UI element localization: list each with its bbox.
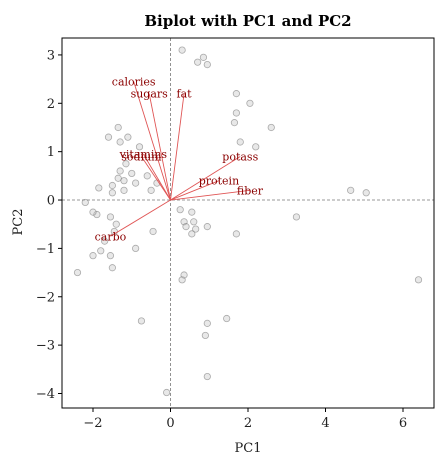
- y-tick-label-1: −3: [36, 339, 55, 354]
- data-point-16: [122, 160, 130, 168]
- y-tick-label-7: 3: [47, 48, 55, 63]
- y-tick-label-4: 0: [47, 194, 55, 209]
- data-point-20: [128, 169, 136, 178]
- data-point-25: [108, 189, 116, 197]
- loading-vector-vitamins: [142, 153, 171, 201]
- data-point-13: [116, 138, 124, 146]
- data-point-15: [135, 143, 144, 151]
- loading-label-sugars: sugars: [131, 88, 169, 101]
- data-point-46: [190, 218, 198, 226]
- loading-label-sodium: sodium: [121, 150, 162, 163]
- data-point-6: [232, 109, 240, 117]
- y-tick-label-0: −4: [36, 387, 55, 402]
- data-point-62: [203, 372, 211, 381]
- x-tick-label-1: 0: [166, 416, 174, 431]
- data-point-8: [267, 123, 275, 132]
- data-point-22: [143, 172, 151, 180]
- data-point-14: [124, 133, 132, 141]
- data-point-59: [223, 314, 231, 323]
- loading-vector-potass: [170, 156, 241, 201]
- loading-label-calories: calories: [112, 76, 156, 89]
- data-point-43: [176, 206, 184, 214]
- x-tick-label-0: −2: [83, 416, 102, 431]
- loading-label-vitamins: vitamins: [119, 148, 168, 161]
- data-point-37: [89, 252, 97, 260]
- loading-label-fat: fat: [177, 88, 193, 101]
- loading-label-fiber: fiber: [237, 184, 264, 197]
- data-point-42: [149, 227, 157, 236]
- loading-vector-calories: [133, 81, 171, 201]
- data-point-11: [114, 123, 122, 132]
- loading-vector-protein: [170, 180, 220, 201]
- data-point-50: [203, 223, 211, 231]
- data-point-47: [182, 223, 190, 231]
- data-point-58: [137, 317, 146, 325]
- data-point-57: [180, 271, 188, 279]
- data-point-0: [178, 46, 186, 54]
- x-tick-label-2: 2: [244, 416, 252, 431]
- data-point-44: [188, 208, 196, 216]
- data-point-23: [108, 181, 116, 190]
- loading-vector-fat: [170, 93, 185, 201]
- x-tick-label-4: 6: [399, 416, 407, 431]
- data-point-2: [199, 53, 208, 61]
- data-point-19: [120, 177, 128, 185]
- loading-vector-carbo: [110, 199, 171, 237]
- data-point-35: [101, 237, 109, 245]
- data-point-53: [347, 186, 355, 194]
- loading-vector-sodium: [141, 156, 171, 201]
- loading-vector-sugars: [148, 93, 171, 201]
- data-point-5: [246, 99, 254, 107]
- data-point-49: [188, 230, 196, 238]
- chart-title: Biplot with PC1 and PC2: [144, 12, 351, 30]
- data-point-3: [203, 61, 211, 69]
- data-point-27: [147, 186, 155, 194]
- data-point-24: [95, 184, 103, 192]
- data-point-10: [252, 143, 260, 151]
- data-point-31: [89, 208, 97, 216]
- y-tick-label-5: 1: [47, 145, 55, 160]
- data-point-41: [132, 244, 140, 252]
- data-point-17: [116, 167, 124, 175]
- data-point-48: [192, 225, 200, 233]
- data-point-52: [292, 213, 301, 221]
- data-point-26: [120, 186, 128, 194]
- data-point-38: [106, 252, 115, 260]
- loading-label-carbo: carbo: [95, 230, 127, 243]
- data-point-1: [194, 58, 202, 66]
- loading-label-potass: potass: [222, 150, 258, 163]
- x-tick-label-3: 4: [321, 416, 329, 431]
- loading-vector-fiber: [170, 189, 250, 201]
- loading-label-protein: protein: [199, 175, 239, 188]
- y-tick-label-6: 2: [47, 97, 55, 112]
- data-point-61: [201, 331, 209, 340]
- data-point-7: [230, 119, 239, 127]
- data-point-29: [81, 198, 89, 207]
- data-point-36: [97, 247, 105, 255]
- data-point-39: [108, 264, 116, 272]
- data-point-33: [112, 220, 120, 228]
- data-point-32: [106, 213, 115, 221]
- y-tick-label-2: −2: [36, 290, 55, 305]
- data-point-55: [414, 276, 423, 284]
- data-point-40: [73, 268, 82, 277]
- y-tick-label-3: −1: [36, 242, 55, 257]
- data-point-12: [104, 133, 113, 141]
- x-axis-label: PC1: [235, 441, 262, 456]
- data-point-30: [93, 210, 101, 219]
- data-point-21: [132, 179, 140, 187]
- data-point-51: [232, 230, 240, 238]
- data-point-63: [163, 388, 171, 397]
- y-axis-label: PC2: [11, 209, 26, 236]
- data-point-4: [232, 90, 240, 98]
- data-point-54: [362, 189, 370, 197]
- data-point-9: [236, 138, 244, 146]
- data-point-60: [203, 319, 211, 327]
